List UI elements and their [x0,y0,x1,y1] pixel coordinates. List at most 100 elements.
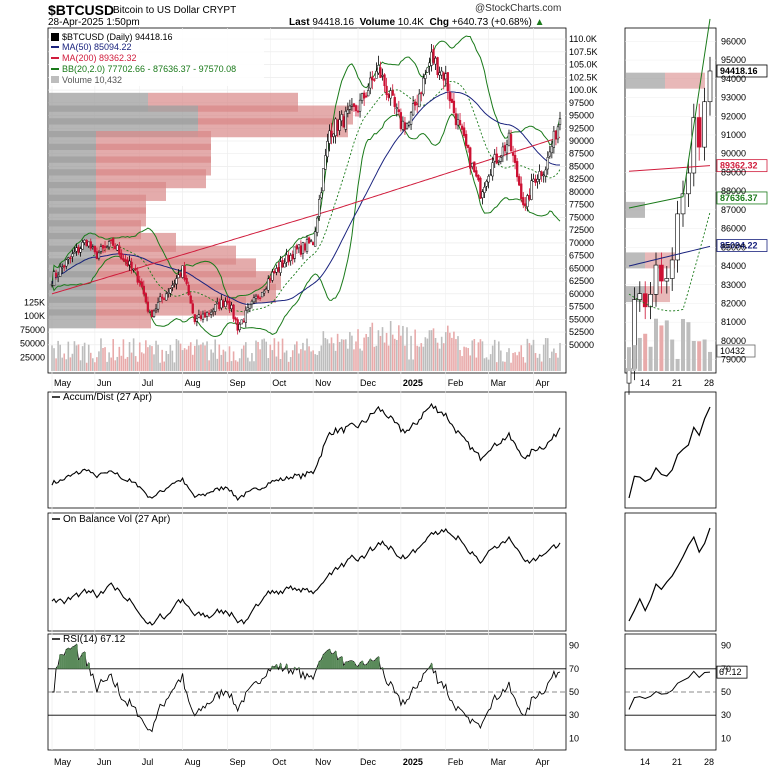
volume-bar [75,345,78,371]
x-month-label: Jul [142,378,154,388]
candle-body [438,72,441,76]
x-month-label: Feb [448,378,464,388]
volume-tick-label: 25000 [20,352,45,362]
candle-body [381,75,384,77]
zoom-candle-body [707,70,713,103]
candle-body [379,67,382,78]
price-tick-label: 77500 [569,200,594,210]
volume-bar [71,353,74,371]
candle-body [385,85,388,95]
candle-body [332,133,335,137]
candle-body [263,290,266,294]
rsi-overbought-fill [430,663,433,669]
candle-body [424,74,427,79]
candle-body [328,130,331,144]
volume-bar [491,345,494,371]
candle-body [497,160,500,163]
symbol-name: Bitcoin to US Dollar CRYPT [113,5,237,16]
candle-body [481,191,484,199]
candle-body [422,77,425,95]
zoom-price-tick-label: 85000 [721,242,746,252]
volume-bar [446,325,449,371]
candle-body [138,280,141,283]
rsi-overbought-fill [293,667,296,669]
candle-body [203,312,207,318]
volume-bar [61,357,64,371]
zoom-price-tick-label: 94000 [721,74,746,84]
candle-body [124,259,127,262]
volume-bar [122,339,125,371]
volume-bar [230,361,233,371]
rsi-overbought-fill [377,656,380,669]
candle-body [469,147,472,169]
zoom-bb-upper [628,18,711,209]
volume-bar [110,357,112,371]
candle-body [487,176,490,183]
volume-bar [393,338,396,371]
volume-bar [351,335,353,371]
candle-body [330,130,333,138]
volume-bar [373,346,376,371]
candle-body [326,141,329,158]
candle-body [558,118,562,126]
candle-body [471,162,474,167]
rsi-tick-label: 70 [569,664,579,674]
rsi-overbought-fill [324,652,327,669]
candle-body [356,110,360,113]
volume-bar [63,353,66,371]
volume-bar [449,332,451,371]
volume-bar [379,335,382,371]
volume-bar [467,348,469,371]
volume-bar [226,361,229,371]
candle-body [85,239,88,247]
axis-labels: 110.0K 107.5K 105.0K 102.5K 100.0K 97500 95000… [20,34,746,767]
price-tick-label: 55000 [569,314,594,324]
zoom-x-label: 28 [704,757,714,767]
ma50-line [51,91,560,305]
candle-body [187,284,190,295]
volume-bar [277,341,280,371]
candle-body [546,157,549,170]
volume-bar [249,361,251,371]
volume-bar [457,336,459,371]
candle-body [479,177,482,199]
zoom-panel: 94418.16 89362.32 87636.37 85094.22 10432 67.… [625,18,768,716]
candle-body [281,260,284,268]
x-month-label: Nov [315,378,332,388]
price-tick-label: 80000 [569,187,594,197]
volume-bar [112,339,115,371]
volume-bar [159,362,161,371]
candle-body [107,241,111,248]
candle-body [536,179,539,182]
volume-bar [87,344,90,371]
legend-bg [49,30,264,86]
candle-body [250,300,254,305]
candle-body [154,308,158,311]
volume-bar [238,358,241,371]
candle-body [524,203,527,206]
zoom-frame [624,512,717,632]
volume-bar [85,362,88,371]
volume-bars [51,321,561,371]
zoom-ma200-line [628,165,711,172]
volume-bar [400,335,402,371]
volume-bar [336,333,339,371]
candle-body [446,72,449,91]
x-month-label: Oct [272,378,287,388]
candle-body [503,145,507,152]
candle-body [299,245,303,255]
price-tick-label: 110.0K [569,34,597,44]
candle-body [369,77,372,89]
volume-bar [253,361,255,371]
rsi-overbought-fill [57,665,60,669]
zoom-x-label: 14 [640,378,650,388]
volume-bar [308,346,310,371]
candle-body [63,265,66,268]
volume-bar [553,348,555,371]
candle-body [193,314,196,323]
volume-bar [426,338,429,371]
accum-dist-line [51,402,561,502]
rsi-overbought-fill [71,647,74,669]
rsi-overbought-fill [381,667,384,669]
rsi-overbought-fill [361,661,364,669]
